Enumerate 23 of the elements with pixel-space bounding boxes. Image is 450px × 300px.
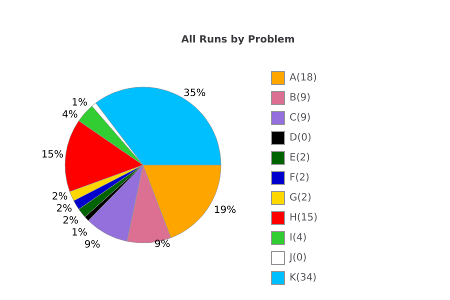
legend-label: C(9)	[290, 112, 311, 124]
chart-title: All Runs by Problem	[181, 34, 295, 46]
legend-label: D(0)	[290, 132, 312, 144]
legend-label: J(0)	[288, 252, 307, 264]
legend-label: F(2)	[290, 172, 310, 184]
data-label: 9%	[154, 239, 170, 250]
legend-label: B(9)	[290, 92, 311, 104]
legend-label: H(15)	[290, 212, 318, 224]
data-label: 9%	[84, 240, 100, 251]
data-label: 4%	[62, 109, 78, 120]
data-label: 15%	[41, 149, 64, 160]
data-label: 35%	[184, 88, 206, 99]
data-label: 1%	[72, 97, 88, 108]
data-label: 2%	[56, 204, 72, 215]
legend-label: I(4)	[290, 232, 307, 244]
data-label: 1%	[71, 228, 88, 239]
legend-label: A(18)	[290, 72, 317, 84]
data-label: 19%	[214, 204, 236, 216]
legend-label: K(34)	[290, 272, 317, 284]
data-label: 2%	[52, 192, 68, 203]
data-label: 2%	[62, 216, 79, 227]
legend-label: E(2)	[290, 152, 310, 164]
legend-label: G(2)	[290, 192, 312, 204]
